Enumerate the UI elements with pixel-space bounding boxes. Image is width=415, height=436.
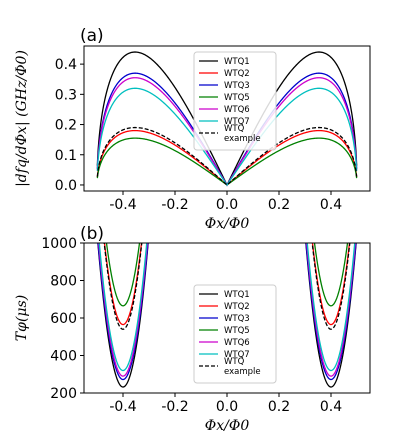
y-tick-label: 1000 <box>41 236 77 252</box>
series-line-wtq-example <box>103 243 351 330</box>
legend-label: WTQ3 <box>224 81 250 91</box>
y-tick-label: 0.4 <box>55 57 77 73</box>
legend-label: WTQ <box>224 357 245 367</box>
series-line-wtq7 <box>98 243 356 372</box>
y-tick-label: 200 <box>50 386 77 402</box>
legend-label: WTQ1 <box>224 57 250 67</box>
x-tick-label: 0.0 <box>216 399 238 415</box>
series-group <box>96 51 358 187</box>
y-tick-label: 0.2 <box>55 118 77 134</box>
x-tick-label: -0.4 <box>109 197 136 213</box>
legend-label: example <box>224 367 261 377</box>
x-tick-label: 0.0 <box>216 197 238 213</box>
y-axis-label: |dfq/dΦx| (GHz/Φ0) <box>14 50 30 187</box>
y-axis-label: Tφ(μs) <box>14 295 30 341</box>
legend-label: example <box>224 134 261 144</box>
series-line-wtq-example <box>96 126 358 186</box>
panel-label: (b) <box>80 224 104 244</box>
legend-label: WTQ1 <box>224 290 250 300</box>
legend-label: WTQ3 <box>224 314 250 324</box>
x-tick-label: 0.4 <box>320 197 342 213</box>
x-tick-label: 0.2 <box>268 197 290 213</box>
panel-label: (a) <box>80 26 104 46</box>
legend-label: WTQ5 <box>224 93 250 103</box>
legend-label: WTQ5 <box>224 326 250 336</box>
legend-label: WTQ2 <box>224 302 250 312</box>
legend-label: WTQ7 <box>224 350 250 360</box>
x-tick-label: 0.2 <box>268 399 290 415</box>
series-line-wtq7 <box>96 87 358 187</box>
panel-b: -0.4 -0.2 0.0 0.2 0.4 200 400 600 800 1000 (b) Φx/Φ… <box>14 224 371 434</box>
y-tick-label: 800 <box>50 274 77 290</box>
legend-label: WTQ7 <box>224 117 250 127</box>
legend-label: WTQ2 <box>224 69 250 79</box>
y-tick-label: 0.3 <box>55 87 77 103</box>
x-tick-label: -0.4 <box>109 399 136 415</box>
panel-a: -0.4 -0.2 0.0 0.2 0.40.00.10.20.30.4(a)Φx/Φ0… <box>14 26 371 232</box>
legend-label: WTQ6 <box>224 338 250 348</box>
x-tick-label: -0.2 <box>161 399 188 415</box>
legend-label: WTQ <box>224 124 245 134</box>
y-tick-label: 400 <box>50 349 77 365</box>
x-tick-label: 0.4 <box>320 399 342 415</box>
x-tick-label: -0.2 <box>161 197 188 213</box>
x-axis-label: Φx/Φ0 <box>205 216 250 232</box>
series-line-wtq3 <box>97 243 357 381</box>
y-tick-label: 0.1 <box>55 148 77 164</box>
y-tick-label: 600 <box>50 311 77 327</box>
legend-box <box>193 51 277 151</box>
x-axis-label: Φx/Φ0 <box>205 418 250 434</box>
series-group <box>97 243 357 388</box>
series-line-wtq6 <box>98 243 356 377</box>
legend-box <box>193 284 277 384</box>
legend-label: WTQ6 <box>224 105 250 115</box>
y-tick-label: 0.0 <box>55 178 77 194</box>
